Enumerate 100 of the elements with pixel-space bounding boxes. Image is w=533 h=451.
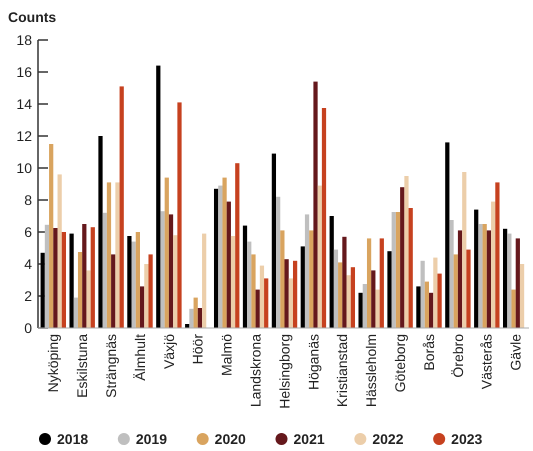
bar: [62, 232, 66, 328]
bar: [458, 230, 462, 328]
bar: [189, 308, 194, 328]
bar: [194, 298, 198, 328]
bar: [90, 227, 95, 328]
bar: [247, 242, 252, 328]
bar: [177, 102, 182, 328]
bar: [309, 230, 314, 328]
bar: [185, 324, 190, 328]
bar: [272, 154, 276, 328]
x-tick-label: Landskrona: [248, 334, 264, 408]
bar: [280, 230, 284, 328]
bar: [478, 224, 483, 328]
bar: [222, 178, 227, 328]
legend-label: 2021: [294, 430, 325, 447]
bar: [466, 250, 471, 328]
bar: [387, 251, 392, 328]
y-tick-label: 16: [16, 64, 32, 80]
bar: [49, 144, 54, 328]
x-tick-label: Kristianstad: [334, 334, 350, 408]
bar: [300, 246, 305, 328]
bar: [256, 290, 260, 328]
x-tick-label: Örebro: [450, 334, 466, 378]
bar: [226, 202, 231, 328]
legend-label: 2023: [451, 430, 483, 447]
bar: [486, 230, 492, 328]
bar: [313, 82, 318, 328]
legend-label: 2022: [372, 430, 404, 447]
bar: [304, 214, 310, 328]
bar: [251, 254, 256, 328]
x-tick-label: Strängnäs: [102, 334, 119, 398]
bar: [330, 216, 334, 328]
bar: [168, 214, 174, 328]
y-tick-label: 12: [16, 128, 32, 144]
x-tick-label: Gävle: [508, 334, 524, 371]
bar: [338, 262, 342, 328]
bar: [40, 252, 45, 328]
bar: [404, 176, 409, 328]
bar: [502, 228, 508, 328]
bar: [173, 235, 178, 328]
bar: [350, 267, 356, 328]
bar: [424, 282, 430, 328]
bar: [53, 228, 58, 328]
legend-label: 2020: [214, 430, 246, 447]
bar: [371, 270, 376, 328]
bar: [366, 238, 372, 328]
bar: [322, 108, 326, 328]
bar: [111, 254, 116, 328]
bar: [74, 298, 78, 328]
bar: [433, 258, 438, 328]
bar: [474, 210, 478, 328]
y-tick-label: 18: [16, 32, 32, 48]
legend-label: 2019: [136, 430, 168, 447]
bar: [242, 226, 248, 328]
bar: [495, 182, 500, 328]
x-tick-label: Eskilstuna: [74, 334, 90, 398]
bar: [260, 266, 264, 328]
bar: [44, 224, 50, 328]
bar: [429, 292, 434, 328]
bar: [144, 264, 148, 328]
bar: [449, 220, 454, 328]
bar: [218, 186, 222, 328]
bar: [132, 242, 136, 328]
bar: [346, 275, 351, 328]
bar: [86, 270, 91, 328]
x-tick-label: Växjö: [160, 334, 177, 370]
bar: [78, 252, 82, 328]
bar: [202, 234, 206, 328]
y-tick-label: 10: [16, 160, 32, 176]
x-tick-label: Helsingborg: [276, 334, 292, 409]
bar: [507, 234, 512, 328]
bar: [148, 254, 153, 328]
y-tick-label: 6: [24, 224, 32, 240]
bar: [392, 212, 396, 328]
x-tick-label: Höganäs: [305, 334, 322, 390]
bar: [408, 208, 413, 328]
bar: [264, 278, 268, 328]
bar: [334, 250, 338, 328]
bar: [106, 182, 112, 328]
bar: [520, 264, 524, 328]
bar: [102, 212, 107, 328]
bar: [115, 182, 120, 328]
x-tick-label: Nyköping: [45, 334, 62, 392]
bar: [445, 142, 450, 328]
bar: [342, 236, 347, 328]
bar: [160, 211, 165, 328]
bar: [140, 286, 144, 328]
bar: [284, 259, 289, 328]
y-axis-title: Counts: [8, 9, 56, 25]
bar: [396, 212, 400, 328]
bar: [318, 186, 322, 328]
bar: [375, 290, 380, 328]
bar: [288, 278, 293, 328]
x-tick-label: Malmö: [218, 334, 235, 376]
bar: [516, 238, 520, 328]
y-tick-label: 8: [24, 192, 32, 208]
bar: [127, 236, 132, 328]
x-tick-label: Göteborg: [392, 334, 408, 392]
bar: [482, 224, 487, 328]
x-tick-label: Borås: [420, 334, 437, 371]
